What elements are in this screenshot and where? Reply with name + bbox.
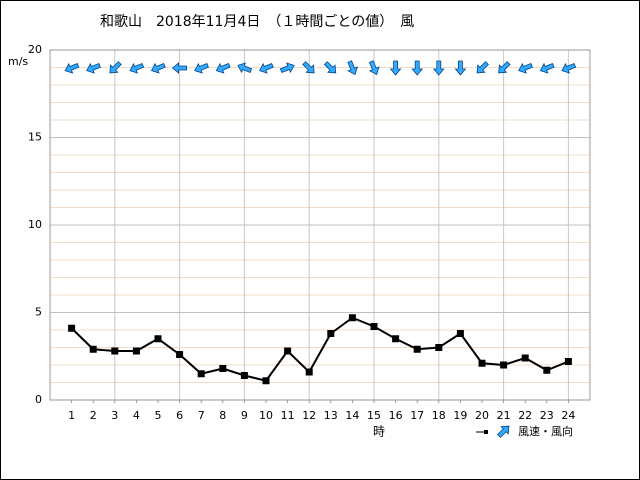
data-point (435, 344, 443, 351)
x-tick-label: 14 (345, 409, 359, 422)
wind-arrow (561, 62, 577, 74)
data-point (370, 323, 378, 330)
wind-arrow (302, 61, 315, 74)
data-point (132, 347, 140, 355)
data-point (456, 330, 464, 337)
x-tick-label: 22 (518, 409, 532, 422)
data-point (240, 372, 248, 379)
x-tick-label: 17 (410, 409, 424, 422)
y-tick-label: 15 (28, 131, 42, 144)
x-tick-label: 12 (302, 409, 316, 422)
legend-arrow (497, 425, 510, 438)
x-tick-label: 15 (367, 409, 381, 422)
wind-arrow (368, 60, 380, 76)
x-tick-label: 6 (176, 409, 183, 422)
data-point (500, 361, 508, 369)
data-point (284, 347, 292, 355)
wind-arrow (518, 62, 533, 74)
x-axis-label: 時 (373, 425, 385, 439)
data-point (305, 368, 313, 376)
x-tick-label: 3 (111, 409, 118, 422)
data-point (111, 347, 119, 355)
x-tick-label: 9 (241, 409, 248, 422)
x-tick-label: 21 (497, 409, 511, 422)
x-tick-label: 24 (561, 409, 575, 422)
legend-label: 風速・風向 (518, 424, 573, 438)
data-point (348, 314, 356, 322)
data-point (543, 366, 551, 374)
y-tick-label: 5 (35, 306, 42, 319)
legend-marker (484, 430, 488, 434)
wind-arrow (432, 60, 445, 76)
x-tick-label: 19 (453, 409, 467, 422)
wind-arrow (150, 62, 166, 74)
wind-arrow (64, 62, 80, 74)
wind-arrow (411, 60, 424, 76)
y-tick-label: 0 (35, 393, 42, 406)
data-point (521, 354, 529, 362)
wind-arrow (476, 61, 489, 74)
data-point (219, 365, 227, 372)
data-point (154, 335, 162, 343)
data-point (176, 351, 184, 358)
x-tick-label: 13 (324, 409, 338, 422)
data-point (392, 335, 400, 343)
x-tick-label: 2 (90, 409, 97, 422)
x-tick-label: 5 (155, 409, 162, 422)
plot-border (49, 49, 591, 401)
data-point (564, 358, 572, 365)
x-tick-label: 16 (389, 409, 403, 422)
wind-arrow (258, 62, 274, 74)
x-tick-label: 18 (432, 409, 446, 422)
wind-arrow (539, 62, 555, 74)
wind-arrow (109, 61, 122, 74)
data-point (413, 345, 421, 353)
x-tick-label: 11 (281, 409, 295, 422)
data-point (197, 370, 205, 378)
wind-arrow (498, 61, 511, 74)
data-point (262, 377, 270, 385)
wind-arrow (323, 61, 337, 74)
data-point (327, 330, 335, 337)
x-tick-label: 20 (475, 409, 489, 422)
wind-arrow (215, 62, 231, 74)
data-line (70, 316, 569, 382)
wind-arrow (347, 60, 359, 76)
x-tick-label: 7 (198, 409, 205, 422)
y-tick-label: 20 (28, 43, 42, 56)
data-point (478, 359, 486, 367)
wind-arrow (129, 62, 145, 74)
x-tick-label: 8 (219, 409, 226, 422)
data-point (68, 324, 76, 332)
y-tick-label: 10 (28, 218, 42, 231)
x-tick-label: 4 (133, 409, 140, 422)
x-tick-label: 23 (540, 409, 554, 422)
y-axis-label: m/s (8, 55, 28, 68)
wind-arrow (237, 62, 253, 74)
data-point (89, 345, 97, 353)
x-tick-label: 1 (68, 409, 75, 422)
legend: 風速・風向 (476, 424, 573, 438)
chart-title: 和歌山 2018年11月4日 （１時間ごとの値） 風 (100, 14, 414, 30)
wind-arrow (194, 62, 209, 74)
wind-arrow (389, 60, 402, 76)
x-tick-label: 10 (259, 409, 273, 422)
wind-arrow (86, 62, 101, 74)
wind-arrow (171, 62, 188, 74)
wind-arrow (279, 62, 295, 74)
wind-arrow (454, 60, 467, 76)
